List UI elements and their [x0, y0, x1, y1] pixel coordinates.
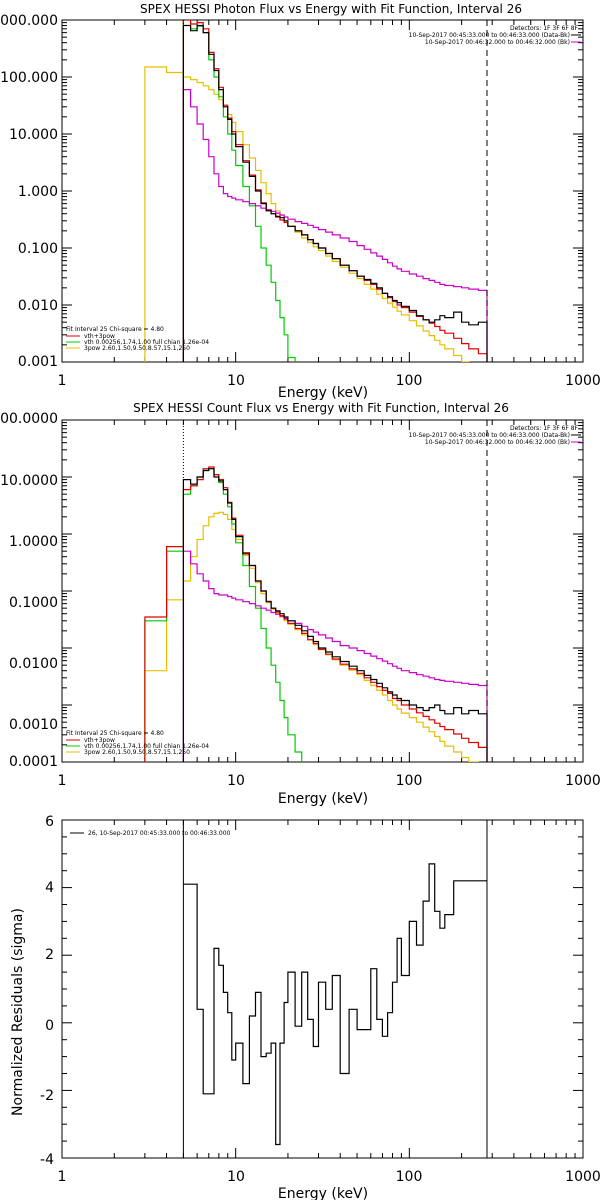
residuals-x-axis-label: Energy (keV)	[278, 1186, 368, 1200]
photon-legend-total: vth+3pow	[84, 333, 115, 340]
photon-x-tick-1: 1	[58, 373, 67, 389]
count-legend-detectors: Detectors: 1F 3F 6F 8F	[510, 425, 579, 432]
photon-series-group	[144, 20, 488, 362]
count-y-tick-label: 0.0001	[9, 754, 58, 770]
count-x-tick-labels: 1 10 100 1000	[58, 773, 600, 789]
count-legend-data-interval: 10-Sep-2017 00:45:33.000 to 00:46:33.000…	[409, 432, 570, 439]
photon-panel-title: SPEX HESSI Photon Flux vs Energy with Fi…	[140, 2, 522, 16]
count-legend-fit-interval: Fit Interval 25 Chi-square = 4.80	[66, 730, 164, 737]
photon-y-tick-labels: 1000.000 100.000 10.000 1.000 0.100 0.01…	[0, 13, 58, 370]
count-y-tick-label: 1.0000	[9, 534, 58, 550]
photon-legend-thermal: vth 0.00256,1.74,1.00 full chian 1.26e-0…	[84, 339, 209, 346]
residuals-panel: Energy (keV) Normalized Residuals (sigma…	[10, 814, 600, 1200]
count-x-tick-1000: 1000	[565, 773, 600, 789]
residuals-y-tick-label: 0	[45, 1018, 54, 1034]
photon-nonthermal-series	[144, 66, 470, 362]
photon-legend-fit-interval: Fit Interval 25 Chi-square = 4.80	[66, 326, 164, 333]
count-x-tick-1: 1	[58, 773, 67, 789]
photon-x-tick-1000: 1000	[565, 373, 600, 389]
count-x-tick-10: 10	[227, 773, 245, 789]
photon-x-axis-label: Energy (keV)	[278, 385, 368, 401]
photon-y-tick-label: 1.000	[18, 184, 58, 200]
photon-y-tick-label: 10.000	[9, 127, 58, 143]
residuals-top-legend: 26, 10-Sep-2017 00:45:33.000 to 00:46:33…	[70, 830, 231, 837]
photon-x-tick-labels: 1 10 100 1000	[58, 373, 600, 389]
count-y-tick-label: 0.0010	[9, 717, 58, 733]
photon-legend-data-interval: 10-Sep-2017 00:45:33.000 to 00:46:33.000…	[409, 32, 570, 39]
count-y-tick-label: 100.0000	[0, 411, 58, 427]
residuals-x-tick-10: 10	[227, 1169, 245, 1185]
residuals-y-tick-label: 2	[45, 947, 54, 963]
residuals-x-tick-1: 1	[58, 1169, 67, 1185]
residuals-legend-label: 26, 10-Sep-2017 00:45:33.000 to 00:46:33…	[88, 830, 231, 837]
count-flux-panel: SPEX HESSI Count Flux vs Energy with Fit…	[0, 401, 600, 807]
count-top-legend: Detectors: 1F 3F 6F 8F 10-Sep-2017 00:45…	[409, 425, 581, 446]
photon-plot-area	[61, 19, 584, 363]
count-background-series	[182, 550, 488, 762]
photon-data-series	[182, 24, 488, 362]
photon-y-tick-label: 0.010	[18, 298, 58, 314]
photon-bottom-legend: Fit Interval 25 Chi-square = 4.80 vth+3p…	[66, 326, 209, 352]
residuals-y-tick-label: -4	[40, 1152, 54, 1168]
photon-axes-frame	[61, 19, 584, 363]
residuals-series-group	[183, 863, 487, 1146]
count-legend-nonthermal: 3pow 2.60,1.50,9.50,8.57,15.1,250	[84, 749, 190, 756]
photon-y-tick-label: 100.000	[0, 70, 58, 86]
count-legend-total: vth+3pow	[84, 737, 115, 744]
photon-legend-bk-interval: 10-Sep-2017 00:46:32.000 to 00:46:32.000…	[425, 39, 570, 46]
residuals-y-tick-label: 4	[45, 880, 54, 896]
photon-y-tick-label: 1000.000	[0, 13, 58, 29]
residuals-x-tick-labels: 1 10 100 1000	[58, 1169, 600, 1185]
count-panel-title: SPEX HESSI Count Flux vs Energy with Fit…	[133, 401, 509, 415]
count-legend-bk-interval: 10-Sep-2017 00:46:32.000 to 00:46:32.000…	[425, 439, 570, 446]
photon-background-series	[182, 89, 488, 362]
residuals-x-tick-100: 100	[396, 1169, 423, 1185]
photon-top-legend: Detectors: 1F 3F 6F 8F 10-Sep-2017 00:45…	[409, 25, 581, 46]
count-y-tick-label: 0.0100	[9, 656, 58, 672]
count-legend-thermal: vth 0.00256,1.74,1.00 full chian 1.26e-0…	[84, 743, 209, 750]
count-data-series	[182, 468, 488, 762]
count-x-axis-label: Energy (keV)	[278, 791, 368, 807]
count-total-series	[144, 466, 488, 762]
count-y-tick-labels: 100.0000 10.0000 1.0000 0.1000 0.0100 0.…	[0, 411, 58, 770]
residuals-x-tick-1000: 1000	[565, 1169, 600, 1185]
photon-y-tick-label: 0.100	[18, 241, 58, 257]
residuals-plot-area	[61, 819, 584, 1159]
residuals-y-tick-labels: 6 4 2 0 -2 -4	[40, 814, 54, 1168]
photon-legend-nonthermal: 3pow 2.60,1.50,9.50,8.57,15.1,250	[84, 345, 190, 352]
photon-flux-panel: SPEX HESSI Photon Flux vs Energy with Fi…	[0, 2, 600, 401]
count-y-tick-label: 0.1000	[9, 595, 58, 611]
count-bottom-legend: Fit Interval 25 Chi-square = 4.80 vth+3p…	[66, 730, 209, 756]
count-x-tick-100: 100	[396, 773, 423, 789]
photon-legend-detectors: Detectors: 1F 3F 6F 8F	[510, 25, 579, 32]
residuals-y-tick-label: -2	[40, 1088, 54, 1104]
residuals-y-axis-label: Normalized Residuals (sigma)	[10, 908, 26, 1116]
residuals-y-tick-label: 6	[45, 814, 54, 830]
count-y-tick-label: 10.0000	[0, 473, 58, 489]
photon-y-tick-label: 0.001	[18, 354, 58, 370]
count-series-group	[144, 466, 488, 762]
photon-total-series	[182, 20, 488, 362]
count-plot-area	[61, 419, 584, 763]
residuals-residuals-series	[183, 863, 487, 1146]
photon-x-tick-100: 100	[396, 373, 423, 389]
photon-x-tick-10: 10	[227, 373, 245, 389]
residuals-axes-frame	[61, 819, 584, 1159]
count-axes-frame	[61, 419, 584, 763]
